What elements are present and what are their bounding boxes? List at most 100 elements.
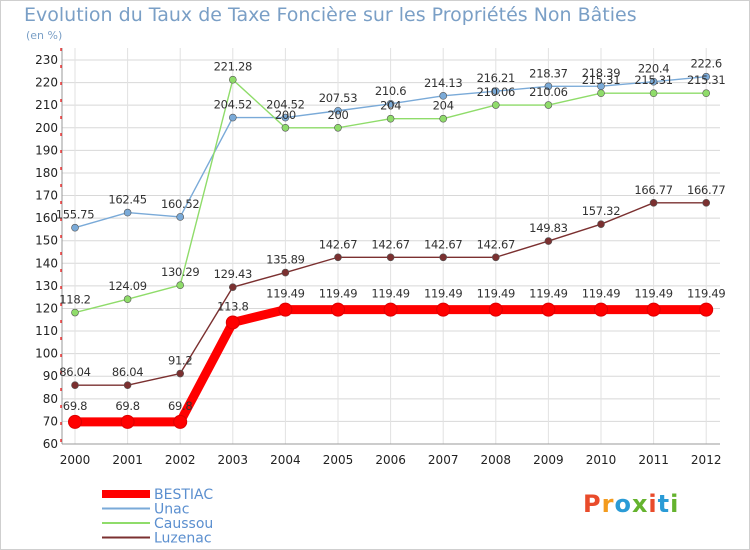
y-tick-label: 70 xyxy=(43,414,58,428)
data-point xyxy=(646,302,661,317)
data-label: 142.67 xyxy=(424,237,462,251)
data-label: 119.49 xyxy=(266,287,304,301)
data-point xyxy=(597,220,605,228)
legend-label-bestiac: BESTIAC xyxy=(154,487,213,503)
data-label: 200 xyxy=(327,108,348,122)
data-point xyxy=(544,237,553,245)
x-tick-label: 2003 xyxy=(218,453,249,467)
data-point xyxy=(176,281,184,290)
data-label: 218.37 xyxy=(529,66,567,80)
y-tick-label: 220 xyxy=(35,76,58,90)
y-tick-label: 180 xyxy=(35,166,58,180)
data-label: 119.49 xyxy=(529,287,567,301)
data-point xyxy=(334,253,342,262)
data-label: 129.43 xyxy=(214,267,252,281)
x-tick-label: 2001 xyxy=(112,453,143,467)
data-point xyxy=(649,89,658,97)
x-tick-label: 2008 xyxy=(481,453,512,467)
data-point xyxy=(281,268,290,277)
data-label: 149.83 xyxy=(529,221,567,235)
data-point xyxy=(488,302,503,317)
y-tick-label: 170 xyxy=(35,189,58,203)
data-label: 118.2 xyxy=(59,293,90,307)
data-point xyxy=(68,414,82,429)
y-tick-label: 160 xyxy=(35,211,58,225)
y-tick-label: 130 xyxy=(35,279,58,293)
data-label: 210.6 xyxy=(375,84,406,98)
data-point xyxy=(229,283,237,291)
data-point xyxy=(71,381,79,389)
x-tick-label: 2012 xyxy=(691,453,722,467)
data-point xyxy=(334,123,342,132)
data-point xyxy=(123,381,132,389)
data-point xyxy=(386,100,395,108)
data-label: 119.49 xyxy=(477,287,515,301)
data-label: 166.77 xyxy=(634,183,672,197)
data-point xyxy=(594,302,608,317)
data-label: 160.52 xyxy=(161,197,199,211)
data-label: 119.49 xyxy=(319,287,357,301)
data-point xyxy=(491,253,500,262)
data-point xyxy=(120,414,135,429)
y-tick-label: 200 xyxy=(35,121,58,135)
data-label: 119.49 xyxy=(582,287,620,301)
data-label: 204.52 xyxy=(214,98,252,112)
data-point xyxy=(544,101,553,109)
data-label: 216.21 xyxy=(477,71,515,85)
data-point xyxy=(541,302,556,317)
data-label: 218.39 xyxy=(582,66,620,80)
data-label: 204 xyxy=(380,99,401,113)
data-point xyxy=(702,72,711,81)
data-point xyxy=(597,89,605,97)
y-tick-label: 100 xyxy=(35,347,58,361)
data-label: 142.67 xyxy=(477,237,515,251)
data-point xyxy=(544,82,553,91)
chart-subtitle: (en %) xyxy=(26,29,63,42)
x-tick-label: 2002 xyxy=(165,453,196,467)
proxiti-logo: Proxiti xyxy=(583,490,680,518)
data-point xyxy=(386,114,395,123)
y-tick-label: 60 xyxy=(43,437,58,451)
x-tick-label: 2007 xyxy=(428,453,459,467)
data-point xyxy=(334,106,342,115)
data-label: 142.67 xyxy=(319,237,357,251)
data-point xyxy=(491,87,500,95)
data-label: 91.2 xyxy=(168,354,192,368)
data-point xyxy=(173,414,188,429)
legend-label-unac: Unac xyxy=(154,502,189,518)
data-label: 215.31 xyxy=(687,73,725,87)
data-point xyxy=(176,369,184,378)
data-label: 135.89 xyxy=(266,253,304,267)
data-label: 162.45 xyxy=(108,193,146,207)
data-label: 222.6 xyxy=(690,57,721,71)
data-label: 210.06 xyxy=(529,85,567,99)
data-label: 220.4 xyxy=(638,62,669,76)
data-label: 204.52 xyxy=(266,98,304,112)
x-tick-label: 2004 xyxy=(270,453,301,467)
data-point xyxy=(176,213,184,221)
legend-label-caussou: Caussou xyxy=(154,516,213,532)
chart-title: Evolution du Taux de Taxe Foncière sur l… xyxy=(24,4,637,26)
data-label: 113.8 xyxy=(217,299,248,313)
data-point xyxy=(331,302,345,317)
data-point xyxy=(649,77,658,86)
y-tick-label: 140 xyxy=(35,256,58,270)
data-label: 119.49 xyxy=(687,287,725,301)
data-label: 214.13 xyxy=(424,76,462,90)
data-point xyxy=(278,302,293,317)
data-label: 207.53 xyxy=(319,91,357,105)
data-point xyxy=(383,302,398,317)
data-point xyxy=(491,101,500,109)
data-point xyxy=(229,75,237,84)
data-point xyxy=(439,92,448,100)
y-tick-label: 120 xyxy=(35,301,58,315)
data-point xyxy=(699,302,714,317)
y-tick-label: 190 xyxy=(35,143,58,157)
data-point xyxy=(123,295,132,304)
data-label: 200 xyxy=(275,108,296,122)
data-point xyxy=(386,253,395,262)
data-label: 119.49 xyxy=(424,287,462,301)
data-label: 215.31 xyxy=(634,73,672,87)
data-point xyxy=(439,253,448,262)
